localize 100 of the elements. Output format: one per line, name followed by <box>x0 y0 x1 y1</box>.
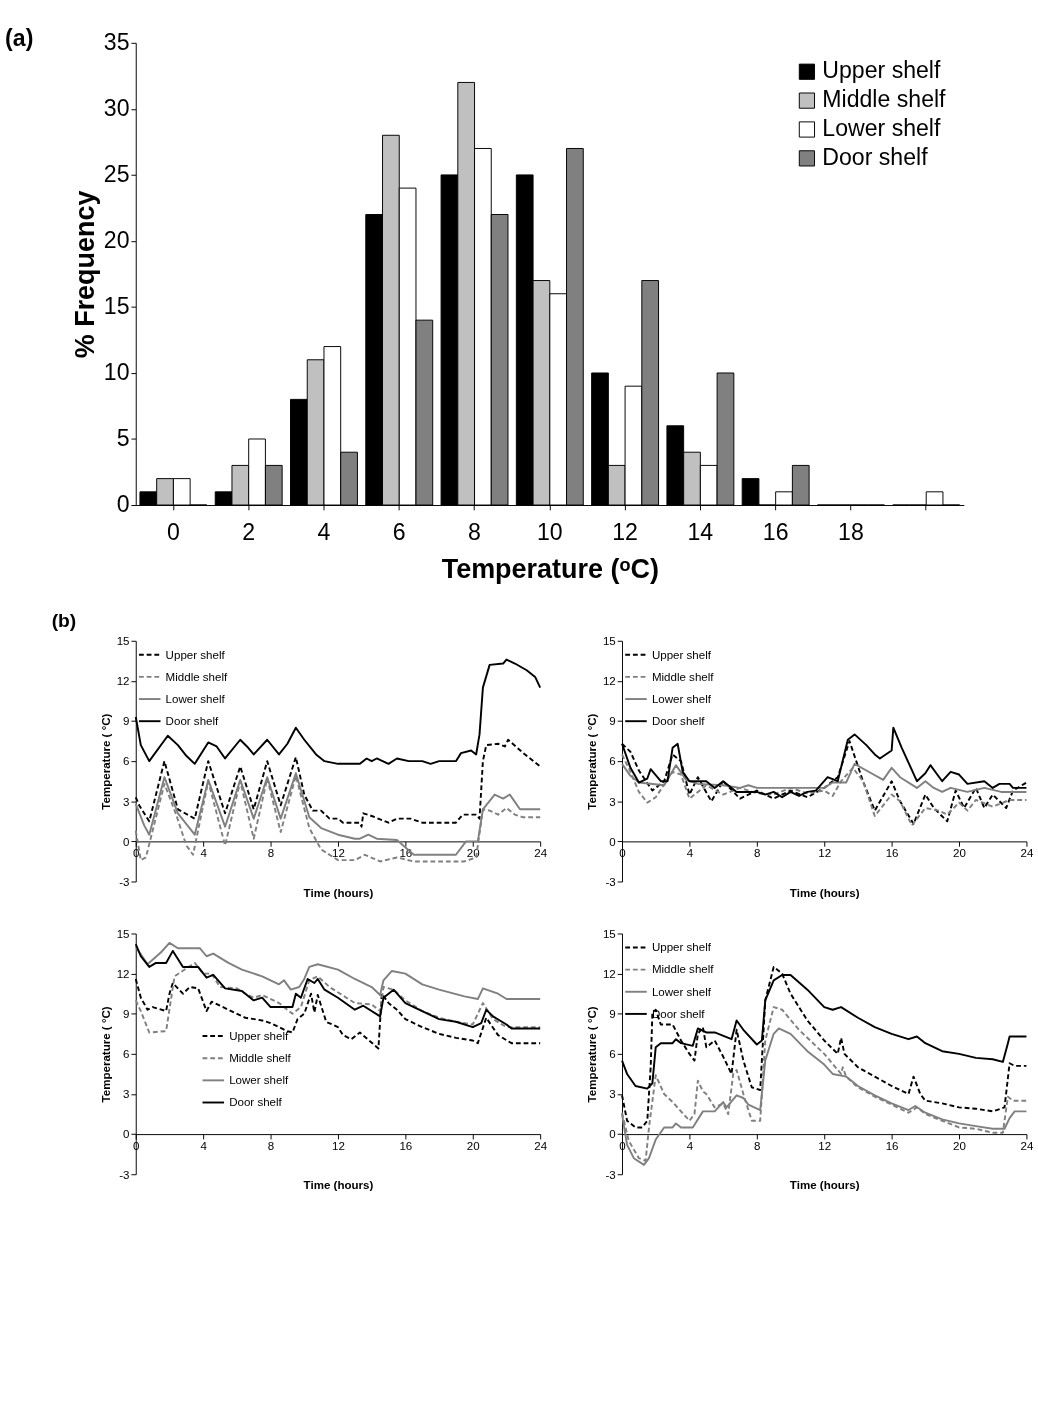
x-tick-label: 12 <box>818 847 832 860</box>
y-tick-label: 12 <box>602 675 616 688</box>
legend-label: Upper shelf <box>165 648 226 661</box>
legend-label: Upper shelf <box>822 57 941 84</box>
y-tick-label: 20 <box>103 227 130 254</box>
x-tick-label: 8 <box>468 519 481 546</box>
legend-label: Upper shelf <box>651 648 712 661</box>
legend-label: Door shelf <box>651 1007 706 1020</box>
x-axis-title: Time (hours) <box>303 1179 374 1192</box>
y-tick-label: 0 <box>123 1128 130 1141</box>
x-axis-title: Time (hours) <box>789 886 860 899</box>
legend-label: Lower shelf <box>229 1074 290 1087</box>
x-axis-title: Temperature (ᵒC) <box>441 553 659 584</box>
x-tick-label: 4 <box>200 1140 208 1152</box>
y-axis-title: Temperature ( °C) <box>99 713 112 810</box>
y-tick-label: 9 <box>609 715 616 728</box>
y-tick-label: 6 <box>123 1048 130 1061</box>
y-tick-label: 3 <box>123 795 130 808</box>
legend-label: Middle shelf <box>822 86 947 113</box>
y-tick-label: 12 <box>602 967 616 980</box>
chart-title: (a) <box>5 24 34 51</box>
x-tick-label: 14 <box>687 519 714 546</box>
legend-label: Door shelf <box>165 715 220 728</box>
y-tick-label: 25 <box>103 161 130 188</box>
x-tick-label: 4 <box>686 847 694 860</box>
legend-label: Lower shelf <box>822 115 941 142</box>
y-tick-label: 12 <box>116 967 130 980</box>
legend-label: Door shelf <box>651 715 706 728</box>
legend-label: Middle shelf <box>651 963 715 976</box>
y-tick-label: 0 <box>123 835 130 848</box>
y-tick-label: 15 <box>602 927 616 940</box>
y-tick-label: 15 <box>116 635 130 648</box>
y-axis-title: Temperature ( °C) <box>99 1006 112 1103</box>
y-tick-label: -3 <box>119 1168 130 1181</box>
y-tick-label: 12 <box>116 675 130 688</box>
y-tick-label: 9 <box>123 715 130 728</box>
legend-label: Lower shelf <box>651 985 712 998</box>
legend-label: Upper shelf <box>651 941 712 954</box>
x-tick-label: 4 <box>200 847 208 860</box>
x-tick-label: 8 <box>754 1140 761 1152</box>
x-axis-title: Time (hours) <box>303 886 374 899</box>
x-tick-label: 0 <box>166 519 180 546</box>
legend-label: Lower shelf <box>165 692 226 705</box>
y-tick-label: 6 <box>123 755 130 768</box>
x-tick-label: 16 <box>399 1140 413 1152</box>
x-tick-label: 24 <box>534 847 548 860</box>
x-tick-label: 20 <box>953 1140 966 1152</box>
legend-label: Upper shelf <box>229 1029 290 1042</box>
y-tick-label: -3 <box>605 1168 616 1181</box>
x-tick-label: 8 <box>267 847 275 860</box>
y-tick-label: 6 <box>609 1048 616 1061</box>
x-tick-label: 24 <box>1020 1140 1034 1152</box>
x-tick-label: 16 <box>885 847 899 860</box>
y-tick-label: 30 <box>103 95 130 122</box>
y-tick-label: -3 <box>605 875 616 888</box>
y-tick-label: 5 <box>116 425 130 452</box>
x-tick-label: 12 <box>332 847 345 860</box>
x-tick-label: 12 <box>818 1140 832 1152</box>
legend-label: Middle shelf <box>651 670 715 683</box>
y-tick-label: 15 <box>602 635 616 648</box>
y-axis-title: Temperature ( °C) <box>586 1006 599 1103</box>
y-tick-label: 15 <box>116 927 130 940</box>
y-tick-label: 10 <box>103 359 130 386</box>
y-tick-label: 3 <box>123 1088 130 1101</box>
x-tick-label: 12 <box>332 1140 345 1152</box>
y-tick-label: 0 <box>116 491 130 518</box>
x-tick-label: 2 <box>242 519 256 546</box>
legend-label: Middle shelf <box>229 1052 292 1065</box>
y-tick-label: 0 <box>609 1128 616 1141</box>
y-tick-label: 3 <box>609 1088 616 1101</box>
x-tick-label: 16 <box>399 847 413 860</box>
x-tick-label: 24 <box>534 1140 548 1152</box>
x-tick-label: 20 <box>466 847 480 860</box>
legend-label: Lower shelf <box>651 692 712 705</box>
y-axis-title: % Frequency <box>70 190 101 359</box>
y-tick-label: 0 <box>609 835 616 848</box>
x-tick-label: 16 <box>885 1140 899 1152</box>
x-tick-label: 20 <box>466 1140 480 1152</box>
y-tick-label: 6 <box>609 755 616 768</box>
y-tick-label: -3 <box>119 875 130 888</box>
x-axis-title: Time (hours) <box>789 1179 860 1192</box>
y-tick-label: 9 <box>609 1008 616 1021</box>
y-tick-label: 9 <box>123 1008 130 1021</box>
legend-label: Door shelf <box>822 144 929 171</box>
x-tick-label: 16 <box>762 519 789 546</box>
x-tick-label: 4 <box>686 1140 694 1152</box>
legend-label: Door shelf <box>229 1096 283 1109</box>
x-tick-label: 20 <box>953 847 966 860</box>
x-tick-label: 8 <box>267 1140 275 1152</box>
y-tick-label: 3 <box>609 795 616 808</box>
x-tick-label: 6 <box>392 519 406 546</box>
y-tick-label: 15 <box>103 293 130 320</box>
chart-title: (b) <box>51 610 77 632</box>
line-series <box>621 753 1028 827</box>
x-tick-label: 24 <box>1020 847 1034 860</box>
x-tick-label: 8 <box>754 847 761 860</box>
x-tick-label: 10 <box>536 519 563 546</box>
x-tick-label: 18 <box>838 519 864 546</box>
y-tick-label: 35 <box>103 29 130 56</box>
x-tick-label: 4 <box>317 519 331 546</box>
